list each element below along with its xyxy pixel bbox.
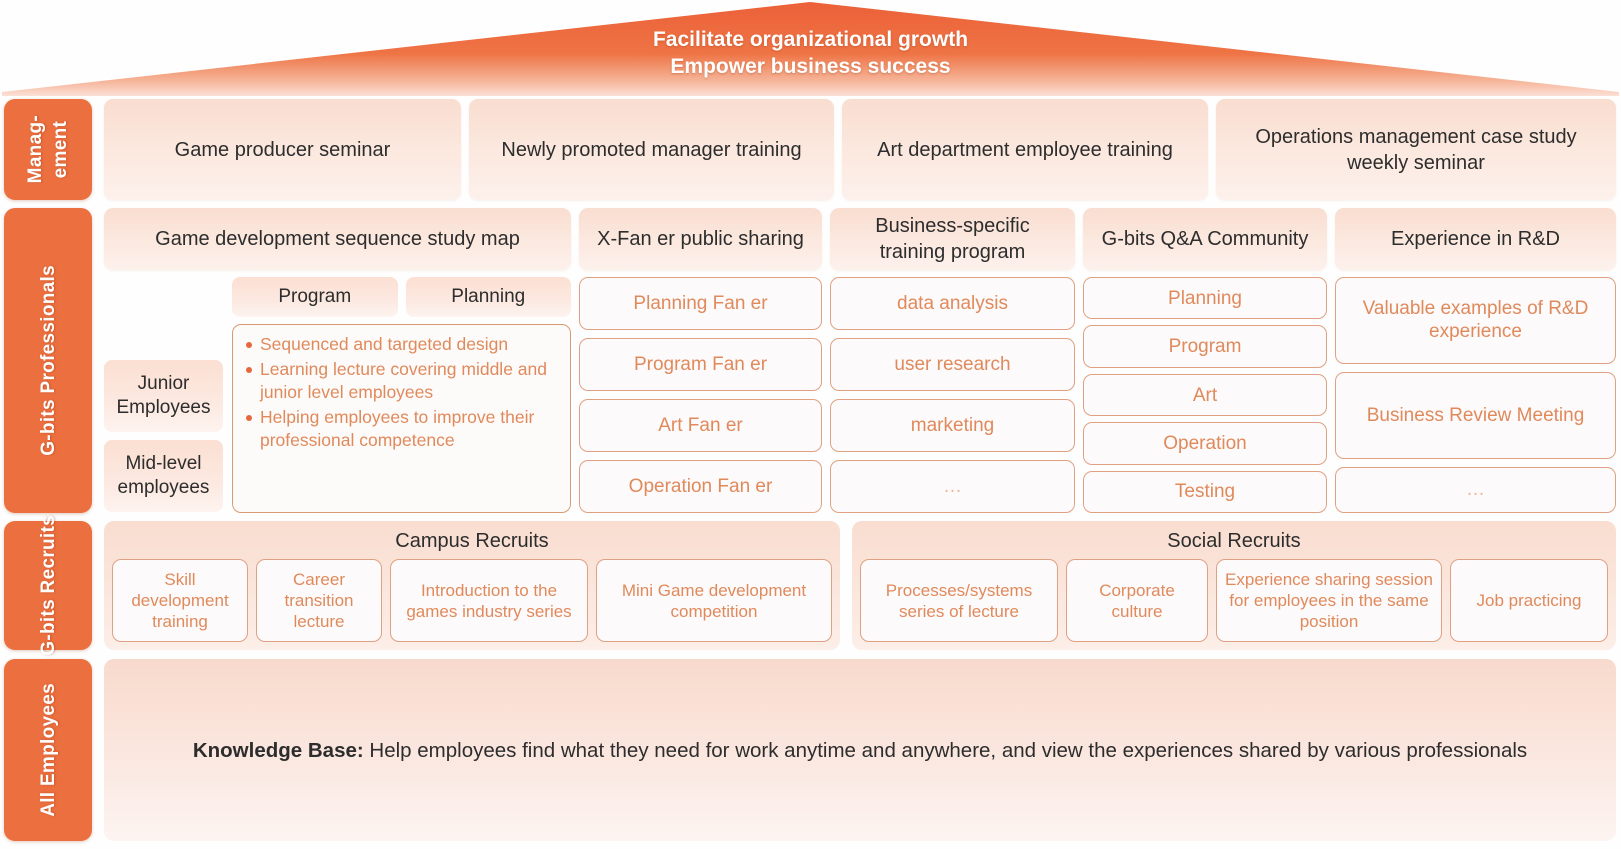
rnd-items: Valuable examples of R&D experience Busi… [1335, 277, 1616, 513]
group-social-recruits: Social Recruits Processes/systems series… [852, 521, 1616, 650]
knowledge-base-text: Knowledge Base: Help employees find what… [193, 735, 1527, 766]
list-item[interactable]: user research [830, 338, 1075, 391]
sidebar-item-management-label: Manag- ement [25, 115, 71, 184]
roof-shape [2, 2, 1619, 96]
recruits-row: Campus Recruits Skill development traini… [104, 521, 1616, 650]
list-item[interactable]: Program [1083, 325, 1327, 368]
list-item[interactable]: Planning Fan er [579, 277, 822, 330]
list-item[interactable]: Experience sharing session for employees… [1216, 559, 1442, 642]
qa-items: Planning Program Art Operation Testing [1083, 277, 1327, 514]
list-item[interactable]: Corporate culture [1066, 559, 1208, 642]
management-row: Game producer seminar Newly promoted man… [104, 99, 1616, 200]
list-item-ellipsis[interactable]: … [1335, 466, 1616, 513]
roof-title-line1: Facilitate organizational growth [652, 28, 969, 51]
sidebar-item-recruits[interactable]: G-bits Recruits [4, 515, 92, 656]
group-title-social: Social Recruits [1167, 530, 1301, 552]
professionals-column-study-map: Game development sequence study map Prog… [104, 208, 571, 513]
knowledge-base-label: Knowledge Base: [192, 738, 364, 762]
list-item[interactable]: Operation [1083, 422, 1327, 465]
roof-banner: Facilitate organizational growth Empower… [0, 0, 1621, 96]
professionals-column-qa: G-bits Q&A Community Planning Program Ar… [1083, 208, 1327, 514]
list-item[interactable]: Mini Game development competition [596, 559, 832, 642]
management-card-1[interactable]: Game producer seminar [104, 99, 461, 200]
list-item[interactable]: data analysis [830, 277, 1075, 330]
sidebar-item-professionals[interactable]: G-bits Professionals [4, 208, 92, 513]
list-item[interactable]: Career transition lecture [256, 559, 382, 642]
management-card-2[interactable]: Newly promoted manager training [469, 99, 834, 200]
study-map-note-1: Sequenced and targeted design [245, 333, 560, 356]
sidebar-item-management[interactable]: Manag- ement [4, 99, 92, 200]
professionals-column-rnd: Experience in R&D Valuable examples of R… [1335, 208, 1616, 513]
study-map-body: Junior Employees Mid-level employees Seq… [104, 324, 571, 513]
column-header-qa[interactable]: G-bits Q&A Community [1083, 208, 1327, 270]
all-employees-row: Knowledge Base: Help employees find what… [104, 659, 1616, 841]
list-item[interactable]: Testing [1083, 470, 1327, 514]
xfaner-items: Planning Fan er Program Fan er Art Fan e… [579, 277, 822, 513]
list-item[interactable]: marketing [830, 399, 1075, 452]
list-item[interactable]: Operation Fan er [579, 460, 822, 513]
employee-levels: Junior Employees Mid-level employees [104, 324, 223, 513]
social-items: Processes/systems series of lecture Corp… [860, 559, 1608, 642]
group-campus-recruits: Campus Recruits Skill development traini… [104, 521, 840, 650]
tab-planning[interactable]: Planning [405, 277, 571, 317]
list-item[interactable]: Introduction to the games industry serie… [390, 559, 588, 642]
business-items: data analysis user research marketing … [830, 277, 1075, 513]
list-item[interactable]: Job practicing [1450, 559, 1608, 642]
tab-program[interactable]: Program [232, 277, 398, 317]
list-item[interactable]: Valuable examples of R&D experience [1335, 277, 1616, 364]
campus-items: Skill development training Career transi… [112, 559, 832, 642]
professionals-column-business: Business-specific training program data … [830, 208, 1075, 513]
roof-title: Facilitate organizational growth Empower… [0, 26, 1621, 80]
roof-title-line2: Empower business success [670, 55, 951, 78]
group-title-campus: Campus Recruits [395, 530, 549, 552]
column-header-study-map[interactable]: Game development sequence study map [104, 208, 571, 270]
study-map-notes: Sequenced and targeted design Learning l… [232, 324, 571, 513]
management-card-4[interactable]: Operations management case study weekly … [1216, 99, 1616, 200]
study-map-note-2: Learning lecture covering middle and jun… [245, 358, 560, 404]
column-header-business[interactable]: Business-specific training program [830, 208, 1075, 270]
column-header-rnd[interactable]: Experience in R&D [1335, 208, 1616, 270]
sidebar-item-recruits-label: G-bits Recruits [37, 515, 59, 656]
list-item[interactable]: Skill development training [112, 559, 248, 642]
column-header-xfaner[interactable]: X-Fan er public sharing [579, 208, 822, 270]
knowledge-base-description: Help employees find what they need for w… [363, 738, 1528, 762]
sidebar-item-all-employees[interactable]: All Employees [4, 659, 92, 841]
list-item-ellipsis[interactable]: … [830, 460, 1075, 513]
professionals-row: Game development sequence study map Prog… [104, 208, 1616, 514]
level-mid[interactable]: Mid-level employees [104, 440, 223, 512]
knowledge-base-card[interactable]: Knowledge Base: Help employees find what… [104, 659, 1616, 841]
list-item[interactable]: Art Fan er [579, 399, 822, 452]
list-item[interactable]: Planning [1083, 277, 1327, 320]
management-card-3[interactable]: Art department employee training [842, 99, 1208, 200]
list-item[interactable]: Business Review Meeting [1335, 371, 1616, 459]
sidebar-item-professionals-label: G-bits Professionals [37, 265, 59, 456]
professionals-column-xfaner: X-Fan er public sharing Planning Fan er … [579, 208, 822, 513]
study-map-note-3: Helping employees to improve their profe… [245, 406, 560, 452]
sidebar-item-all-employees-label: All Employees [37, 683, 59, 817]
list-item[interactable]: Program Fan er [579, 338, 822, 391]
list-item[interactable]: Processes/systems series of lecture [860, 559, 1058, 642]
list-item[interactable]: Art [1083, 373, 1327, 417]
level-junior[interactable]: Junior Employees [104, 360, 223, 432]
study-map-tabs: Program Planning [104, 277, 571, 317]
